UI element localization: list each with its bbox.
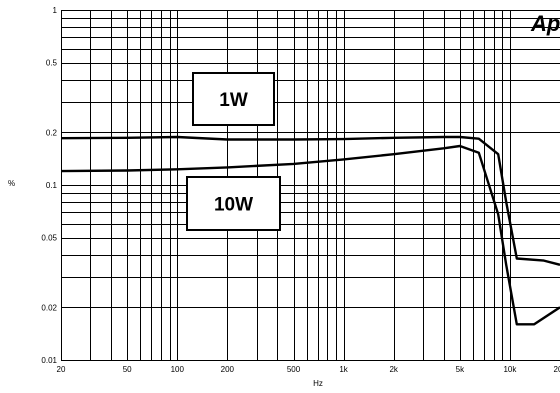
x-tick-label: 10k [503, 365, 517, 374]
y-tick-label: 0.01 [41, 356, 57, 365]
tick-labels: 20 50 100 200 500 1k 2k 5k 10k 20k 1 0.5 0.2 0.1 0.05 0… [41, 6, 560, 374]
annotation-box [186, 176, 281, 231]
annotation-box [192, 72, 275, 126]
y-tick-label: 0.5 [46, 59, 58, 68]
x-tick-label: 200 [221, 365, 235, 374]
x-axis-title: Hz [313, 379, 323, 388]
x-tick-label: 20 [57, 365, 66, 374]
annotation-group: 1W 10W [186, 72, 281, 231]
x-tick-label: 100 [171, 365, 185, 374]
y-tick-label: 0.2 [46, 128, 58, 137]
series-line-1w [60, 135, 560, 266]
x-tick-label: 20k [554, 365, 560, 374]
annotation-text: 10W [214, 195, 253, 216]
annotation-1w: 1W [192, 72, 275, 126]
grid [61, 10, 560, 361]
x-tick-label: 2k [389, 365, 398, 374]
y-tick-label: 0.05 [41, 234, 57, 243]
x-tick-label: 500 [287, 365, 301, 374]
series-line-10w [60, 144, 560, 326]
y-axis-title: % [8, 179, 15, 188]
y-tick-label: 0.1 [46, 181, 58, 190]
y-tick-label: 0.02 [41, 303, 57, 312]
x-tick-label: 1k [339, 365, 348, 374]
x-tick-label: 50 [123, 365, 132, 374]
series-group [60, 135, 560, 326]
annotation-text: 1W [219, 90, 248, 111]
x-tick-label: 5k [456, 365, 465, 374]
annotation-10w: 10W [186, 176, 281, 231]
y-tick-label: 1 [53, 6, 58, 15]
logo-text: Ap [530, 11, 560, 36]
